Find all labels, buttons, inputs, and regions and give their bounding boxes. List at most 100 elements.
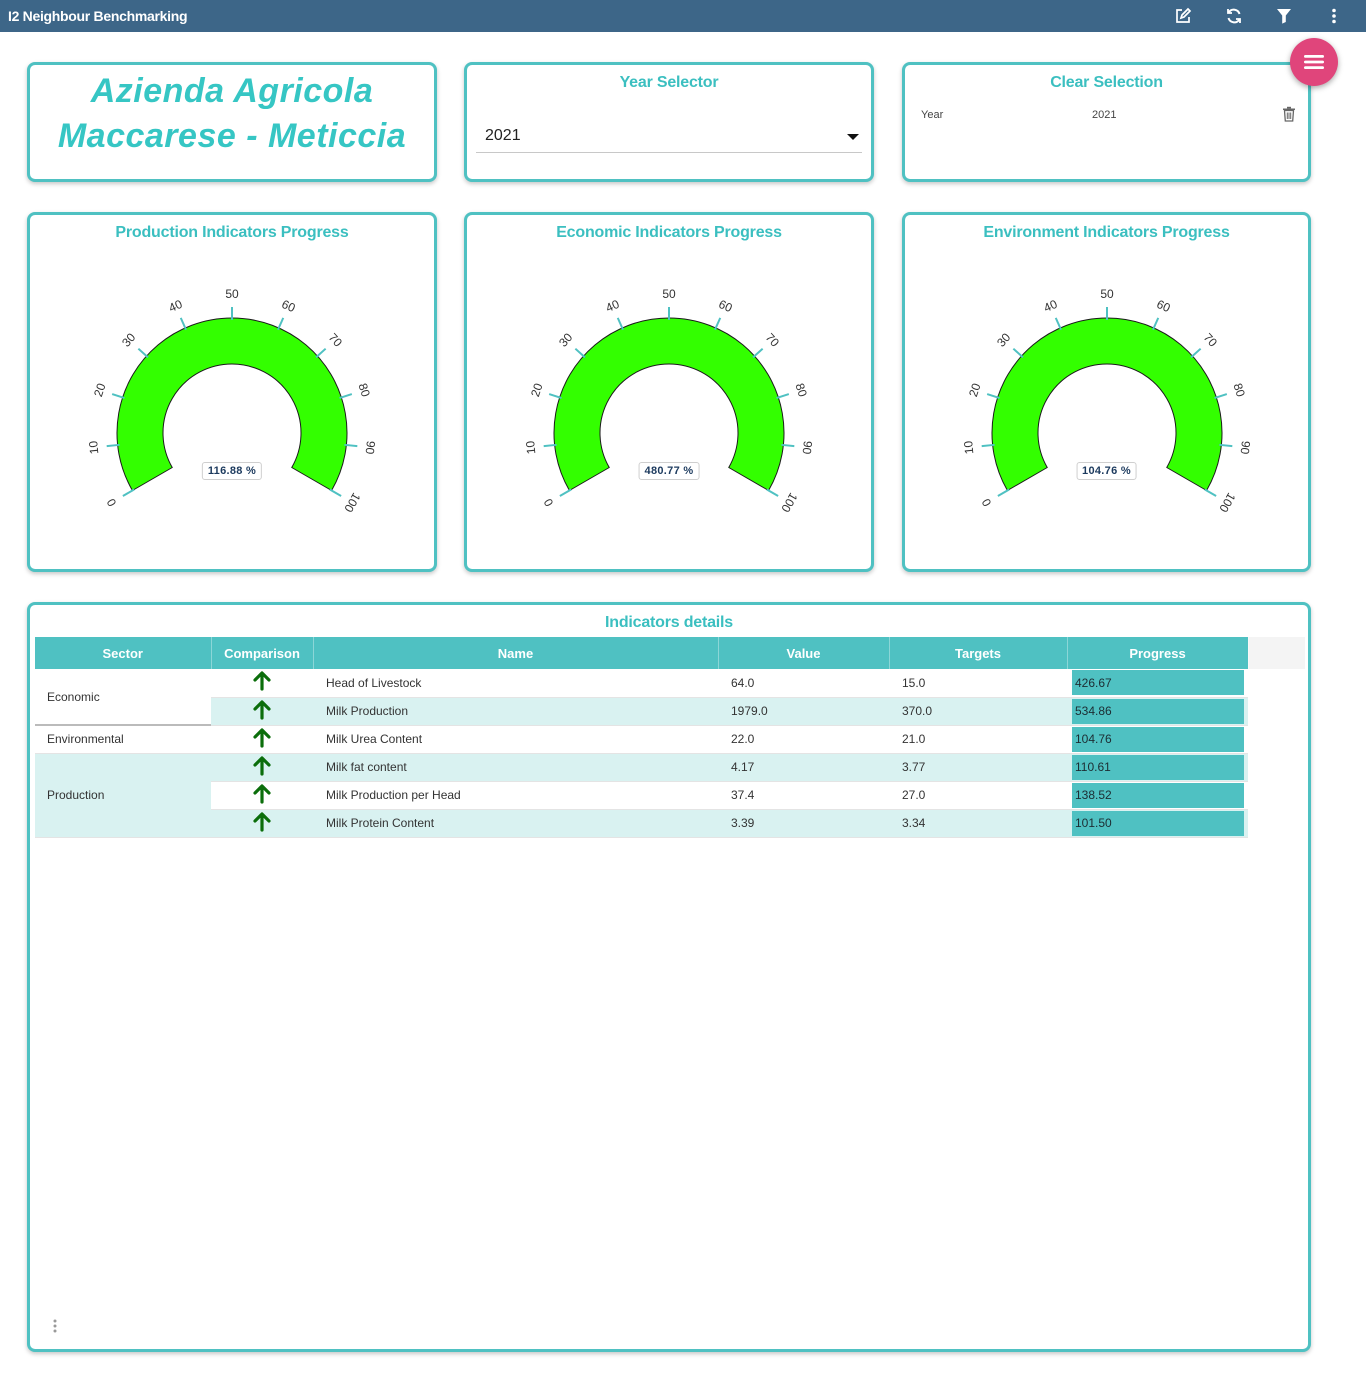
production-gauge-card: Production Indicators Progress 0 10 20 30 40… — [27, 212, 437, 572]
gauge-tick — [1214, 393, 1228, 400]
economic-gauge-card: Economic Indicators Progress 0 10 20 30 40 50… — [464, 212, 874, 572]
column-header-value[interactable]: Value — [718, 637, 890, 669]
up-arrow-icon — [253, 755, 271, 776]
indicators-details-title: Indicators details — [605, 614, 733, 631]
up-arrow-icon — [253, 727, 271, 748]
indicator-name-cell: Milk fat content — [313, 753, 718, 782]
drag-handle-icon[interactable] — [52, 1318, 58, 1334]
menu-fab-button[interactable] — [1290, 38, 1338, 86]
column-header-sector[interactable]: Sector — [35, 637, 212, 669]
indicator-target-cell: 3.77 — [889, 753, 1067, 782]
gauge-tick — [179, 317, 187, 331]
year-select-value: 2021 — [485, 127, 521, 144]
table-row[interactable]: Production Milk fat content 4.17 3.77 11… — [35, 753, 1305, 838]
gauge-tick-label: 60 — [717, 297, 735, 315]
indicator-value-cell: 3.39 — [718, 809, 889, 838]
blank-cell — [1248, 669, 1305, 697]
gauge-tick-label: 90 — [1238, 440, 1253, 455]
sector-cell: Production — [35, 753, 211, 838]
table-row[interactable]: Milk Protein Content 3.39 3.34 101.50 — [35, 809, 1305, 838]
gauge-tick-label: 70 — [763, 330, 783, 350]
indicator-target-cell: 3.34 — [889, 809, 1067, 838]
gauge-tick-label: 30 — [119, 330, 139, 350]
gauge-tick-label: 10 — [523, 440, 538, 455]
farm-name-line2: Maccarese - Meticcia — [57, 117, 407, 155]
indicator-name-cell: Head of Livestock — [313, 669, 718, 698]
gauge-tick — [781, 443, 795, 448]
indicator-value-cell: 37.4 — [718, 781, 889, 810]
blank-cell — [1248, 697, 1305, 725]
production-gauge-value: 116.88 % — [201, 462, 263, 480]
gauge-tick — [111, 393, 125, 400]
blank-cell — [1248, 753, 1305, 781]
gauge-tick-label: 40 — [1042, 297, 1060, 315]
gauge-tick — [1190, 347, 1202, 359]
indicator-value-cell: 64.0 — [718, 669, 889, 698]
column-header-progress[interactable]: Progress — [1067, 637, 1249, 669]
gauge-tick — [122, 488, 135, 497]
economic-gauge-value: 480.77 % — [638, 462, 700, 480]
production-gauge: 0 10 20 30 40 50 60 70 80 90 100 — [86, 287, 378, 515]
gauge-tick — [1054, 317, 1062, 331]
gauge-tick — [329, 488, 342, 497]
gauge-tick — [548, 393, 562, 400]
gauge-tick — [137, 347, 149, 359]
blank-cell — [1248, 725, 1305, 753]
table-row[interactable]: Milk Production 1979.0 370.0 534.86 — [35, 697, 1305, 726]
indicator-progress-cell: 104.76 — [1067, 725, 1248, 754]
production-gauge-title: Production Indicators Progress — [115, 224, 349, 241]
column-header-comparison[interactable]: Comparison — [211, 637, 314, 669]
indicator-target-cell: 15.0 — [889, 669, 1067, 698]
edit-icon[interactable] — [1172, 5, 1194, 27]
refresh-icon[interactable] — [1223, 5, 1245, 27]
up-arrow-icon — [253, 783, 271, 804]
table-row[interactable]: Milk Production per Head 37.4 27.0 138.5… — [35, 781, 1305, 810]
indicator-value-cell: 4.17 — [718, 753, 889, 782]
comparison-cell — [211, 725, 313, 754]
gauge-tick-label: 30 — [556, 330, 576, 350]
gauge-tick — [559, 488, 572, 497]
gauge-tick-label: 40 — [604, 297, 622, 315]
indicators-table: Sector Comparison Name Value Targets Pro… — [35, 637, 1305, 838]
column-header-name[interactable]: Name — [313, 637, 719, 669]
gauge-tick-label: 100 — [341, 490, 363, 515]
selection-field-value: 2021 — [1092, 109, 1117, 121]
gauge-tick — [339, 393, 353, 400]
progress-bar: 138.52 — [1072, 782, 1244, 808]
year-select[interactable]: 2021 — [476, 121, 862, 153]
gauge-fill-arc — [991, 317, 1223, 492]
gauge-tick — [1152, 317, 1160, 331]
indicator-target-cell: 370.0 — [889, 697, 1067, 726]
table-row[interactable]: Economic Head of Livestock 64.0 15.0 426… — [35, 669, 1305, 726]
gauge-tick-label: 70 — [1201, 330, 1221, 350]
gauge-tick — [574, 347, 586, 359]
gauge-tick — [776, 393, 790, 400]
progress-bar: 104.76 — [1072, 726, 1244, 752]
app-title: I2 Neighbour Benchmarking — [8, 8, 188, 24]
gauge-tick — [315, 347, 327, 359]
gauge-tick — [543, 443, 557, 448]
menu-icon — [1304, 55, 1324, 69]
indicator-name-cell: Milk Urea Content — [313, 725, 718, 754]
sector-cell: Environmental — [35, 724, 211, 754]
trash-icon[interactable] — [1282, 106, 1296, 122]
indicator-name-cell: Milk Production per Head — [313, 781, 718, 810]
gauge-tick — [997, 488, 1010, 497]
filter-icon[interactable] — [1273, 5, 1295, 27]
progress-bar: 110.61 — [1072, 754, 1244, 780]
table-row[interactable]: Environmental Milk Urea Content 22.0 21.… — [35, 724, 1305, 754]
indicator-target-cell: 27.0 — [889, 781, 1067, 810]
column-header-targets[interactable]: Targets — [889, 637, 1068, 669]
gauge-tick-label: 80 — [792, 382, 810, 399]
environment-gauge-value: 104.76 % — [1076, 462, 1137, 480]
gauge-tick-label: 50 — [225, 287, 239, 301]
gauge-tick-label: 60 — [1155, 297, 1173, 315]
comparison-cell — [211, 669, 313, 698]
indicator-target-cell: 21.0 — [889, 725, 1067, 754]
year-selector-title: Year Selector — [619, 74, 719, 91]
environment-gauge-title: Environment Indicators Progress — [983, 224, 1230, 241]
gauge-tick-label: 0 — [979, 496, 995, 509]
more-vertical-icon[interactable] — [1323, 5, 1345, 27]
economic-gauge-title: Economic Indicators Progress — [556, 224, 782, 241]
gauge-tick-label: 40 — [167, 297, 185, 315]
